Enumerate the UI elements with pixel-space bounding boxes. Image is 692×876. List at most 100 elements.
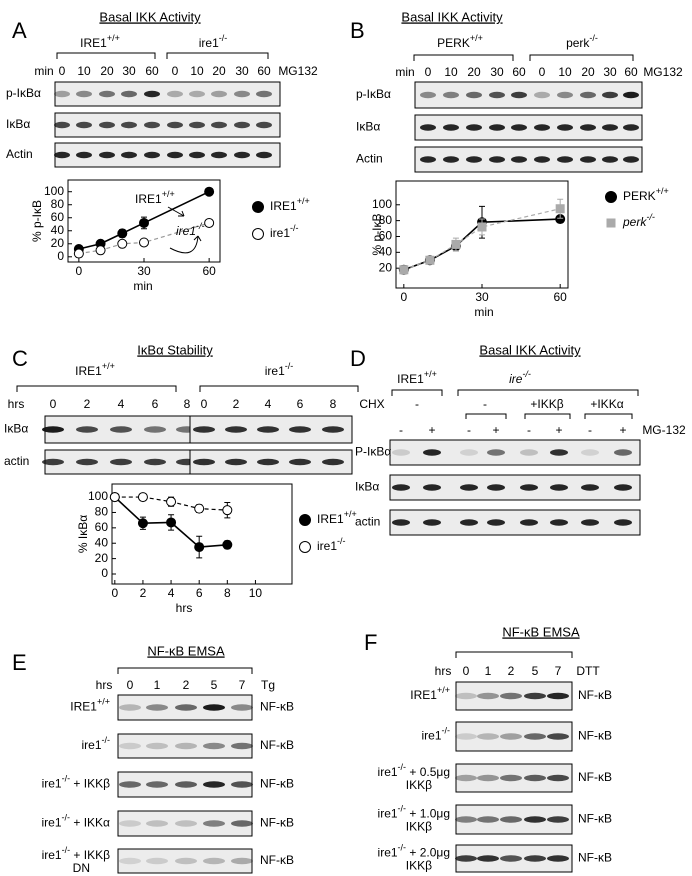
blot-band [54, 151, 70, 159]
blot-band [231, 820, 253, 827]
band-label: NF-κB [578, 770, 612, 784]
blot-band [477, 774, 499, 782]
blot-band [581, 484, 599, 491]
lane-label: - [399, 423, 403, 437]
legend-label: ire1-/- [317, 536, 346, 553]
y-axis-label: % p-IκB [30, 200, 44, 242]
group-label-text: ire1 [265, 364, 285, 378]
group-label: PERK+/+ [437, 33, 483, 50]
x-tick-label: 2 [140, 586, 147, 600]
bracket [391, 389, 443, 396]
blot-band [489, 156, 505, 163]
row-label: ire1-/- + 2.0μg [378, 843, 450, 860]
blot-band [175, 704, 197, 711]
row-label: IRE1+/+ [410, 685, 450, 702]
blot-band [500, 816, 522, 823]
legend-label-text: IRE1 [270, 199, 297, 213]
blot-band [234, 90, 250, 98]
lane-label: - [527, 423, 531, 437]
row-label: ire1-/- + 0.5μg [378, 762, 450, 779]
blot-band [602, 156, 618, 163]
blot-band [477, 733, 499, 740]
row-label: IRE1+/+ [70, 697, 110, 714]
bracket [56, 52, 156, 59]
panel-title: Basal IKK Activity [479, 342, 581, 357]
blot-band [144, 151, 160, 159]
x-axis-label: min [133, 279, 152, 293]
blot-band [500, 692, 522, 700]
y-tick-label: 40 [95, 535, 109, 549]
legend-marker [605, 191, 617, 203]
time-label: hrs [435, 664, 452, 678]
lane-label: 1 [154, 678, 161, 692]
legend-marker [299, 514, 311, 526]
blot-band [257, 458, 279, 466]
y-tick-label: 40 [379, 245, 393, 259]
marker [425, 255, 435, 265]
row-label: ire1-/- + IKKβ [42, 845, 111, 862]
group-label: IRE1+/+ [397, 369, 437, 386]
marker [477, 222, 487, 232]
y-tick-label: 60 [95, 520, 109, 534]
lane-label: 60 [512, 65, 526, 79]
band-label: NF-κB [578, 729, 612, 743]
blot-band [524, 733, 546, 740]
blot-band [614, 449, 632, 456]
x-tick-label: 4 [168, 586, 175, 600]
blot-band [460, 449, 478, 456]
row-label-sup: -/- [62, 845, 71, 855]
blot-band [257, 426, 279, 433]
x-axis-label: min [474, 305, 493, 319]
blot-band [231, 781, 253, 788]
legend-marker [299, 541, 311, 553]
bracket [457, 389, 639, 396]
band-label: NF-κB [260, 700, 294, 714]
blot-band [623, 91, 639, 99]
blot-band [211, 151, 227, 159]
blot-band [524, 774, 546, 782]
y-tick-label: 100 [372, 197, 392, 211]
legend-label-sup: +/+ [656, 186, 669, 196]
lane-label: 60 [257, 64, 271, 78]
blot-band [534, 156, 550, 163]
blot-band [42, 426, 64, 433]
bracket [117, 667, 253, 674]
blot-band [455, 692, 477, 700]
blot-band [76, 121, 92, 129]
time-label: hrs [8, 397, 25, 411]
row-label: ire1-/- + IKKβ [42, 774, 111, 791]
row-label-sup: -/- [62, 813, 71, 823]
blot-band [144, 121, 160, 129]
annotation-text: ire1 [176, 224, 196, 238]
annotation-text: IRE1 [135, 192, 162, 206]
blot-band [42, 458, 64, 466]
marker [555, 204, 565, 214]
blot-band [322, 426, 344, 433]
lane-label: 10 [77, 64, 91, 78]
blot-band [322, 458, 344, 466]
row-label-after: + 1.0μg [406, 807, 450, 821]
blot-band [289, 458, 311, 466]
blot-band [477, 692, 499, 700]
panel-letter: A [12, 18, 27, 43]
group-label-sup: -/- [285, 361, 294, 371]
marker [222, 505, 233, 516]
y-tick-label: 20 [95, 551, 109, 565]
x-tick-label: 0 [400, 290, 407, 304]
blot-band [76, 458, 98, 466]
blot-band [487, 449, 505, 456]
row-label: IκBα [6, 117, 30, 131]
subgroup-label: +IKKα [590, 397, 623, 411]
annotation-arrows [167, 206, 202, 254]
bracket [413, 54, 514, 61]
y-tick-label: 40 [51, 223, 65, 237]
blot-band [193, 458, 215, 466]
row-label: p-IκBα [6, 86, 41, 100]
blot-band [167, 151, 183, 159]
blot-band [76, 151, 92, 159]
band-label: NF-κB [260, 816, 294, 830]
blot-band [423, 449, 441, 456]
blot-band [234, 121, 250, 129]
blot-band [167, 121, 183, 129]
legend-label-sup: +/+ [297, 196, 310, 206]
